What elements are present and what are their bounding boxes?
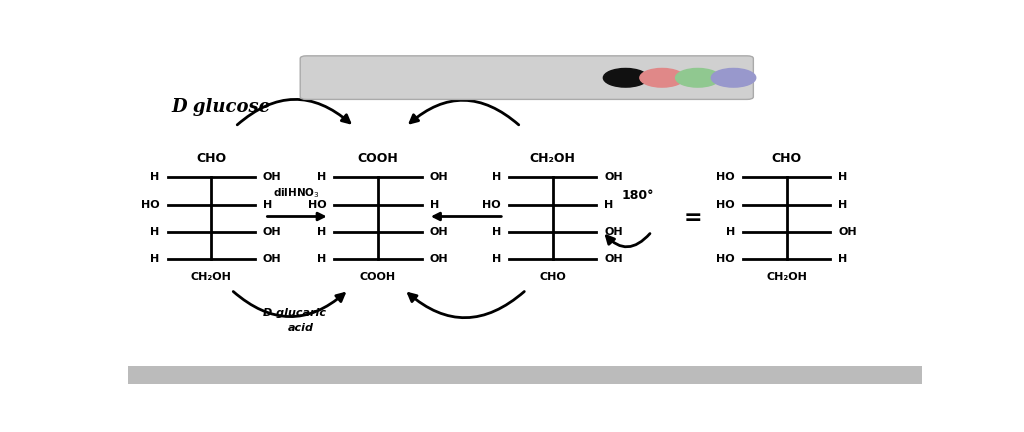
Text: H: H bbox=[726, 227, 735, 237]
Circle shape bbox=[712, 68, 756, 87]
Text: H: H bbox=[317, 254, 327, 264]
Text: H: H bbox=[430, 200, 439, 210]
Text: CHO: CHO bbox=[197, 152, 226, 165]
Text: OH: OH bbox=[604, 227, 623, 237]
Text: COOH: COOH bbox=[357, 152, 398, 165]
Text: H: H bbox=[604, 200, 613, 210]
Text: OH: OH bbox=[430, 172, 449, 182]
Text: OH: OH bbox=[263, 227, 282, 237]
Text: H: H bbox=[263, 200, 272, 210]
Bar bbox=[128, 366, 922, 384]
FancyBboxPatch shape bbox=[300, 56, 754, 99]
Text: dilHNO$_3$: dilHNO$_3$ bbox=[272, 186, 319, 200]
Text: H: H bbox=[492, 172, 501, 182]
Text: HO: HO bbox=[482, 200, 501, 210]
Text: =: = bbox=[684, 208, 702, 228]
Text: HO: HO bbox=[308, 200, 327, 210]
Text: HO: HO bbox=[141, 200, 160, 210]
Text: OH: OH bbox=[430, 227, 449, 237]
Text: A: A bbox=[547, 71, 555, 84]
Text: COOH: COOH bbox=[359, 272, 396, 282]
Text: OH: OH bbox=[604, 172, 623, 182]
Text: ↻: ↻ bbox=[355, 71, 366, 84]
Text: ▣: ▣ bbox=[584, 71, 595, 84]
Text: OH: OH bbox=[604, 254, 623, 264]
Text: H: H bbox=[839, 254, 848, 264]
Text: 180°: 180° bbox=[622, 188, 654, 201]
Text: HO: HO bbox=[717, 254, 735, 264]
Text: OH: OH bbox=[263, 254, 282, 264]
Text: H: H bbox=[151, 227, 160, 237]
Text: OH: OH bbox=[839, 227, 857, 237]
Text: H: H bbox=[317, 227, 327, 237]
Text: ╱: ╱ bbox=[509, 70, 517, 86]
Text: CHO: CHO bbox=[540, 272, 566, 282]
Text: H: H bbox=[151, 172, 160, 182]
Text: H: H bbox=[317, 172, 327, 182]
Text: H: H bbox=[492, 227, 501, 237]
Text: HO: HO bbox=[717, 200, 735, 210]
Text: H: H bbox=[492, 254, 501, 264]
Text: D glucaric: D glucaric bbox=[263, 308, 327, 318]
Text: HO: HO bbox=[717, 172, 735, 182]
Text: CH₂OH: CH₂OH bbox=[190, 272, 231, 282]
Text: OH: OH bbox=[263, 172, 282, 182]
Text: H: H bbox=[151, 254, 160, 264]
Text: CH₂OH: CH₂OH bbox=[529, 152, 575, 165]
Text: ◇: ◇ bbox=[432, 71, 441, 84]
Text: CH₂OH: CH₂OH bbox=[766, 272, 807, 282]
Circle shape bbox=[603, 68, 648, 87]
Text: OH: OH bbox=[430, 254, 449, 264]
Text: D glucose: D glucose bbox=[172, 98, 270, 116]
Text: ✂: ✂ bbox=[470, 71, 480, 84]
Text: ↺: ↺ bbox=[317, 71, 328, 84]
Text: acid: acid bbox=[288, 323, 314, 333]
Text: H: H bbox=[839, 200, 848, 210]
Text: ↗: ↗ bbox=[393, 71, 403, 84]
Text: H: H bbox=[839, 172, 848, 182]
Circle shape bbox=[640, 68, 684, 87]
Circle shape bbox=[676, 68, 720, 87]
Text: CHO: CHO bbox=[772, 152, 802, 165]
